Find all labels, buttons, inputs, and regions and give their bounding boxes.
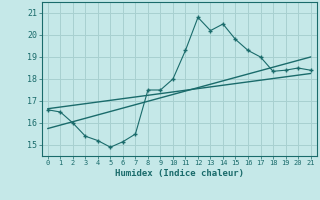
X-axis label: Humidex (Indice chaleur): Humidex (Indice chaleur) bbox=[115, 169, 244, 178]
